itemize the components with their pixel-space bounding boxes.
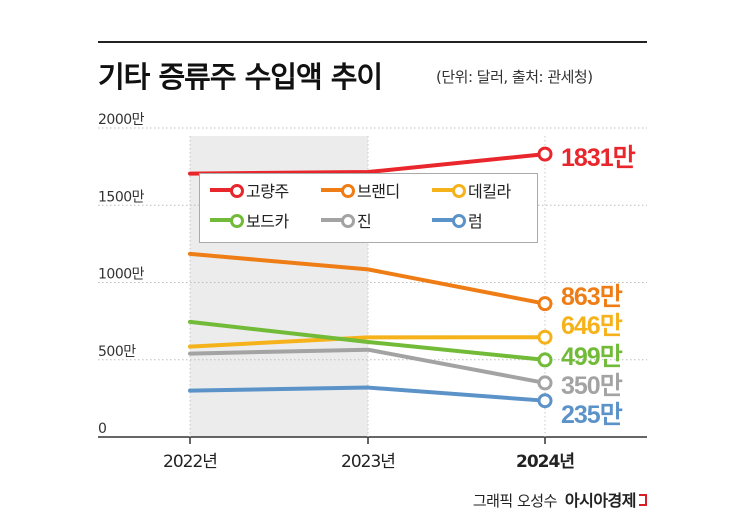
y-tick-label: 0: [98, 421, 106, 437]
series-line: [188, 335, 547, 349]
series-end-marker: [537, 375, 553, 391]
series-end-label: 499만: [561, 343, 623, 371]
legend-label: 브랜디: [357, 182, 400, 201]
legend-swatch: [210, 183, 244, 198]
chart-subtitle: (단위: 달러, 출처: 관세청): [436, 68, 593, 86]
legend-item: 고량주: [210, 180, 289, 201]
legend-swatch: [321, 213, 355, 228]
legend-swatch: [432, 213, 466, 228]
series-end-marker: [537, 146, 553, 162]
legend-label: 진: [357, 212, 372, 231]
series-end-marker: [537, 393, 553, 409]
legend-item: 진: [321, 210, 372, 231]
legend-swatch: [210, 213, 244, 228]
series-end-marker: [537, 296, 553, 312]
series-line: [188, 251, 547, 306]
series-end-label: 863만: [561, 283, 623, 311]
legend-swatch: [432, 183, 466, 198]
publisher-mark-icon: [639, 494, 647, 506]
series-end-label: 1831만: [561, 144, 636, 172]
series-end-label: 646만: [561, 312, 623, 340]
credit-line: 그래픽 오성수 아시아경제: [473, 487, 647, 511]
series-end-marker: [537, 329, 553, 345]
x-tick-label: 2022년: [163, 452, 217, 472]
title-rule: [98, 41, 647, 43]
legend-label: 보드카: [246, 212, 289, 231]
series-end-marker: [537, 352, 553, 368]
series-line: [188, 319, 547, 362]
y-tick-label: 1000만: [98, 267, 145, 283]
legend-swatch: [321, 183, 355, 198]
legend-label: 데킬라: [468, 182, 511, 201]
legend-item: 럼: [432, 210, 483, 231]
legend-item: 보드카: [210, 210, 289, 231]
publisher-logo: 아시아경제: [564, 491, 637, 510]
y-tick-label: 2000만: [98, 112, 145, 128]
graphic-credit: 그래픽 오성수: [472, 492, 558, 510]
legend-label: 럼: [468, 212, 483, 231]
chart-title: 기타 증류주 수입액 추이: [98, 60, 383, 94]
y-tick-label: 1500만: [98, 189, 145, 205]
legend-item: 데킬라: [432, 180, 511, 201]
series-line: [188, 347, 547, 385]
x-tick-label: 2023년: [341, 452, 395, 472]
legend-label: 고량주: [246, 182, 289, 201]
series-end-label: 350만: [561, 372, 623, 400]
y-tick-label: 500만: [98, 344, 136, 360]
x-tick-label: 2024년: [516, 452, 574, 472]
series-line: [188, 385, 547, 403]
series-end-label: 235만: [561, 401, 623, 429]
legend-item: 브랜디: [321, 180, 400, 201]
